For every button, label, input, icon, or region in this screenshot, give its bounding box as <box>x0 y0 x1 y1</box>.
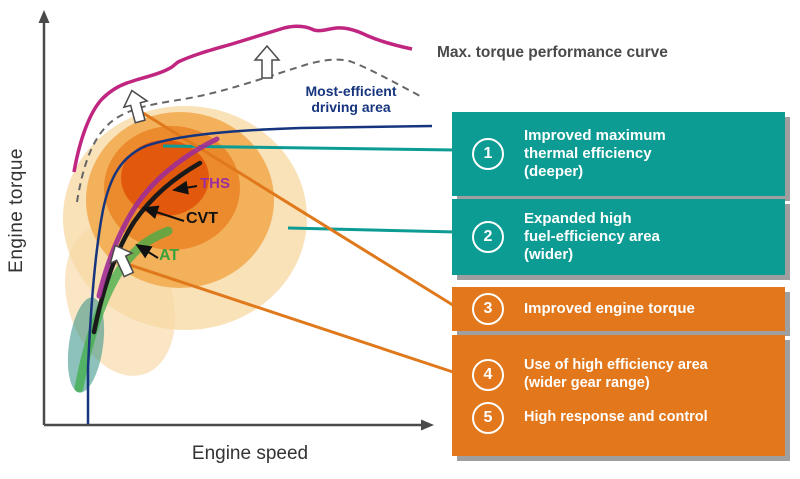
callout-text: Improved engine torque <box>524 300 695 317</box>
up-arrow-icon <box>122 89 149 124</box>
circled-number-4: 4 <box>472 358 504 391</box>
cvt-curve <box>91 160 203 335</box>
callout-engine-torque: 3 Improved engine torque <box>452 287 785 331</box>
y-axis-label: Engine torque <box>6 148 27 273</box>
callout-text: High response and control <box>524 409 708 426</box>
cvt-pointer-arrow <box>142 205 185 222</box>
up-arrow-icon <box>109 244 135 278</box>
at-curve <box>74 226 173 393</box>
ths-curve <box>96 136 220 299</box>
circled-number-2: 2 <box>472 221 504 253</box>
x-axis-arrow-icon <box>421 419 434 431</box>
callout-row-gear-range: 4 Use of high efficiency area (wider gea… <box>472 357 771 392</box>
efficient-area-label: Most-efficient driving area <box>305 83 397 116</box>
max-torque-curve-label: Max. torque performance curve <box>437 44 668 61</box>
circled-number-3: 3 <box>472 293 504 325</box>
callout-row-response: 5 High response and control <box>472 401 771 434</box>
ths-pointer-arrow <box>172 180 198 195</box>
callout-gear-range-response: 4 Use of high efficiency area (wider gea… <box>452 335 785 456</box>
connector-line-1 <box>162 144 457 152</box>
callout-thermal-efficiency: 1 Improved maximum thermal efficiency (d… <box>452 112 785 196</box>
up-arrow-icon <box>253 44 281 79</box>
callout-text: Expanded high fuel-efficiency area (wide… <box>524 210 660 263</box>
connector-line-4 <box>123 261 457 375</box>
efficient-driving-curve <box>86 124 433 424</box>
circled-number-1: 1 <box>472 138 504 170</box>
circled-number-5: 5 <box>472 401 504 434</box>
max-torque-curve <box>72 24 413 173</box>
connector-line-2 <box>287 226 457 234</box>
y-axis-arrow-icon <box>38 10 50 23</box>
callout-text: Use of high efficiency area (wider gear … <box>524 357 708 391</box>
ths-label: THS <box>200 175 230 192</box>
x-axis-label: Engine speed <box>191 443 309 464</box>
at-pointer-arrow <box>135 243 159 259</box>
previous-torque-curve-dashed <box>76 58 421 203</box>
callout-fuel-efficiency-area: 2 Expanded high fuel-efficiency area (wi… <box>452 199 785 275</box>
callout-text: Improved maximum thermal efficiency (dee… <box>524 127 666 180</box>
at-label: AT <box>159 247 180 264</box>
cvt-label: CVT <box>186 210 218 227</box>
connector-line-3 <box>142 111 457 309</box>
